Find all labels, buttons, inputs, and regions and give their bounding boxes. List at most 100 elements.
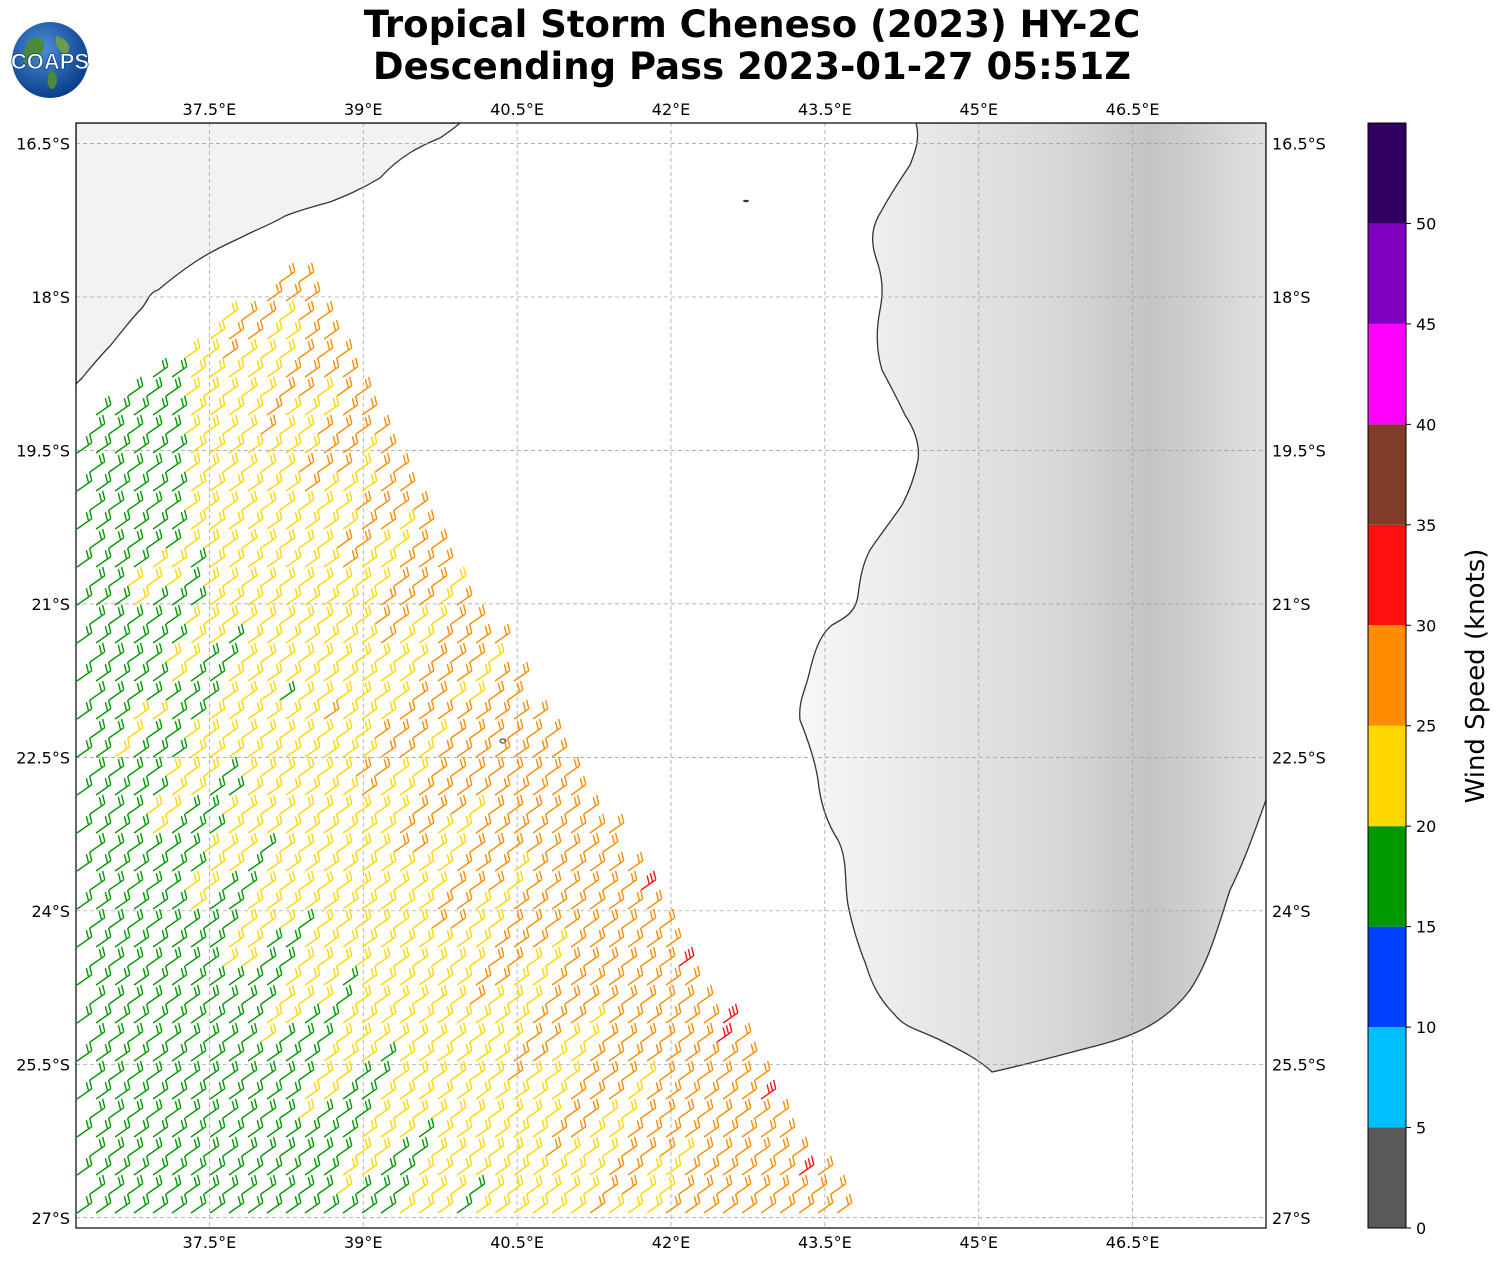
wind-barb — [152, 889, 169, 910]
wind-barb — [526, 832, 543, 853]
wind-barb — [456, 623, 473, 644]
wind-barb — [184, 1098, 201, 1119]
wind-barb — [108, 566, 125, 587]
wind-barb — [108, 946, 125, 967]
wind-barb — [380, 1079, 397, 1100]
wind-barb — [260, 604, 277, 625]
wind-barb — [475, 699, 492, 720]
wind-barb — [355, 604, 372, 625]
wind-barb — [361, 813, 378, 834]
wind-barb — [241, 756, 258, 777]
wind-barb — [190, 471, 207, 492]
wind-barb — [241, 642, 258, 663]
wind-barb — [602, 1098, 619, 1119]
wind-barb — [171, 1041, 188, 1062]
wind-barb — [108, 794, 125, 815]
colorbar-bin — [1368, 1027, 1406, 1128]
wind-barb — [108, 1022, 125, 1043]
wind-barb — [190, 737, 207, 758]
wind-barb — [342, 699, 359, 720]
wind-barb — [76, 737, 93, 758]
wind-barb — [374, 566, 391, 587]
wind-barb — [640, 1136, 657, 1157]
lat-tick-label-right: 25.5°S — [1272, 1055, 1326, 1074]
wind-barb — [678, 1174, 695, 1195]
wind-barb — [279, 718, 296, 739]
wind-barb — [412, 908, 429, 929]
wind-barb — [741, 1117, 758, 1138]
wind-barb — [114, 1041, 131, 1062]
wind-barb — [450, 832, 467, 853]
wind-barb — [431, 908, 448, 929]
wind-barb — [355, 1060, 372, 1081]
wind-barb — [95, 585, 112, 606]
wind-barb — [469, 870, 486, 891]
wind-barb — [361, 395, 378, 416]
wind-barb — [602, 1136, 619, 1157]
wind-barb — [431, 566, 448, 587]
wind-barb — [570, 965, 587, 986]
wind-barb — [285, 1193, 302, 1214]
wind-barb — [152, 509, 169, 530]
wind-barb — [317, 566, 334, 587]
wind-barb — [703, 1003, 720, 1024]
wind-barb — [583, 1022, 600, 1043]
wind-barb — [323, 737, 340, 758]
wind-barb — [754, 1098, 771, 1119]
wind-barb — [488, 756, 505, 777]
wind-barb — [114, 889, 131, 910]
wind-barb — [342, 965, 359, 986]
wind-barb — [279, 832, 296, 853]
wind-barb — [152, 1079, 169, 1100]
wind-barb — [279, 376, 296, 397]
wind-barb — [507, 1098, 524, 1119]
wind-barb — [469, 984, 486, 1005]
wind-barb — [266, 509, 283, 530]
wind-barb — [266, 927, 283, 948]
colorbar-tick-label: 5 — [1416, 1119, 1426, 1138]
colorbar-bin — [1368, 926, 1406, 1028]
lat-tick-label-left: 21°S — [31, 595, 70, 614]
wind-barb — [475, 1079, 492, 1100]
wind-barb — [279, 908, 296, 929]
wind-barb — [260, 566, 277, 587]
wind-barb — [165, 490, 182, 511]
wind-barb — [355, 718, 372, 739]
wind-barb — [203, 376, 220, 397]
wind-barb — [399, 661, 416, 682]
wind-barb — [222, 946, 239, 967]
wind-barb — [285, 319, 302, 340]
wind-barb — [165, 376, 182, 397]
wind-barb — [298, 338, 315, 359]
lat-tick-labels-right: 16.5°S 18°S 19.5°S 21°S 22.5°S 24°S 25.5°S 27°S — [1272, 134, 1326, 1227]
wind-barb — [285, 1041, 302, 1062]
wind-barb — [222, 832, 239, 853]
wind-barb — [494, 699, 511, 720]
wind-barb — [146, 642, 163, 663]
wind-barb — [285, 1079, 302, 1100]
wind-barb — [184, 1060, 201, 1081]
wind-barb — [456, 661, 473, 682]
wind-barb — [89, 566, 106, 587]
wind-barb — [222, 794, 239, 815]
wind-barb — [412, 756, 429, 777]
wind-barb — [646, 1041, 663, 1062]
wind-barb — [456, 1155, 473, 1176]
wind-barb — [89, 1098, 106, 1119]
wind-barb — [171, 699, 188, 720]
wind-barb — [456, 813, 473, 834]
wind-barb — [380, 775, 397, 796]
wind-barb — [241, 984, 258, 1005]
wind-barb — [133, 585, 150, 606]
wind-barb — [76, 1079, 93, 1100]
wind-barb — [488, 794, 505, 815]
wind-barb — [564, 1136, 581, 1157]
wind-barb — [260, 1060, 277, 1081]
wind-barb — [545, 1174, 562, 1195]
wind-barb — [551, 1155, 568, 1176]
wind-barb — [260, 642, 277, 663]
wind-barb — [323, 1117, 340, 1138]
wind-barb — [583, 832, 600, 853]
wind-barb — [456, 775, 473, 796]
wind-barb — [241, 566, 258, 587]
